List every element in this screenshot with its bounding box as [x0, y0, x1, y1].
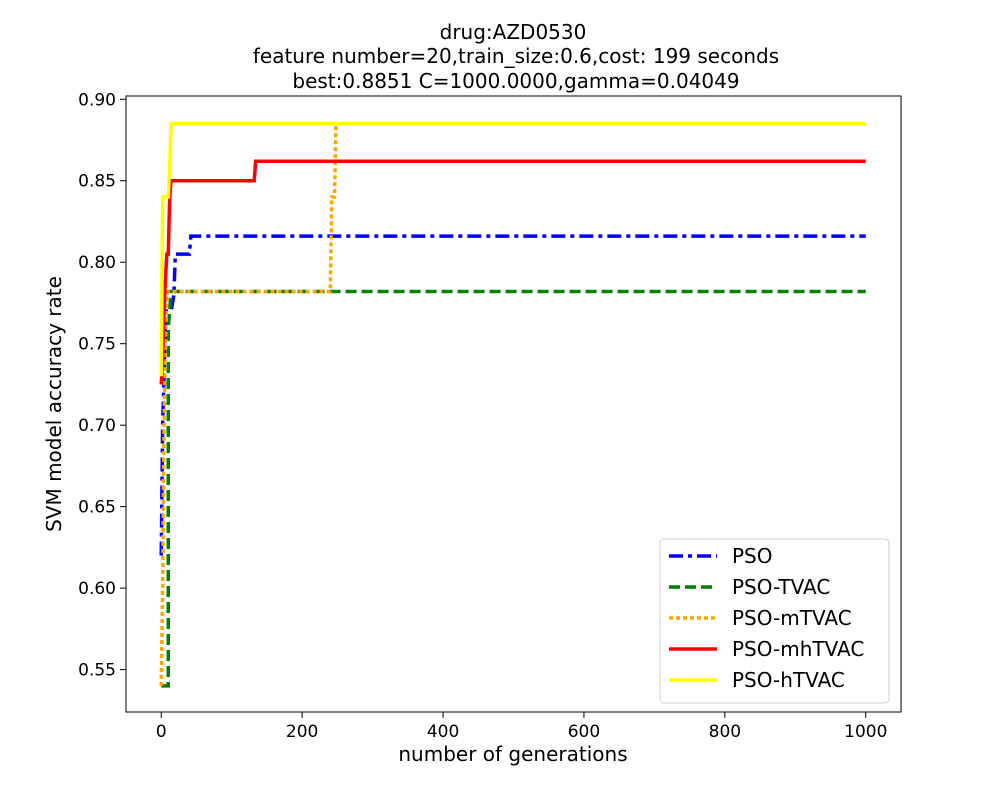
legend-label-1: PSO-TVAC: [732, 575, 830, 599]
x-tick-label: 200: [286, 722, 318, 742]
y-axis-ticks: 0.55 0.60 0.65 0.70 0.75 0.80 0.85 0.90: [78, 90, 126, 681]
y-tick-label: 0.60: [78, 579, 116, 599]
series-line-4: [159, 121, 866, 377]
x-tick-label: 400: [427, 722, 459, 742]
y-tick-label: 0.80: [78, 253, 116, 273]
y-tick-label: 0.65: [78, 498, 116, 518]
legend-frame: [659, 538, 890, 704]
series-line-2: [159, 121, 866, 686]
x-axis-label: number of generations: [398, 742, 627, 766]
y-tick-label: 0.55: [78, 661, 116, 681]
y-tick-label: 0.85: [78, 172, 116, 192]
legend: PSO PSO-TVAC PSO-mTVAC PSO-mhTVAC PSO-hTVAC: [659, 538, 890, 704]
chart-title-line-2: feature number=20,train_size:0.6,cost: 1…: [253, 44, 779, 68]
legend-label-2: PSO-mTVAC: [732, 606, 852, 630]
series-line-0: [159, 234, 866, 556]
y-tick-label: 0.90: [78, 90, 116, 110]
legend-label-0: PSO: [732, 544, 773, 568]
legend-label-4: PSO-hTVAC: [732, 668, 845, 692]
x-tick-label: 800: [709, 722, 741, 742]
x-tick-label: 600: [568, 722, 600, 742]
series-layer: [159, 121, 866, 688]
y-tick-label: 0.75: [78, 335, 116, 355]
y-tick-label: 0.70: [78, 416, 116, 436]
x-axis-ticks: 0 200 400 600 800 1000: [156, 712, 887, 742]
y-axis-label: SVM model accuracy rate: [42, 276, 66, 532]
chart-title: drug:AZD0530 feature number=20,train_siz…: [253, 20, 779, 93]
series-line-3: [159, 159, 866, 385]
chart-title-line-1: drug:AZD0530: [440, 20, 587, 44]
x-tick-label: 0: [156, 722, 167, 742]
chart-title-line-3: best:0.8851 C=1000.0000,gamma=0.04049: [292, 69, 739, 93]
x-tick-label: 1000: [844, 722, 887, 742]
legend-label-3: PSO-mhTVAC: [732, 637, 864, 661]
